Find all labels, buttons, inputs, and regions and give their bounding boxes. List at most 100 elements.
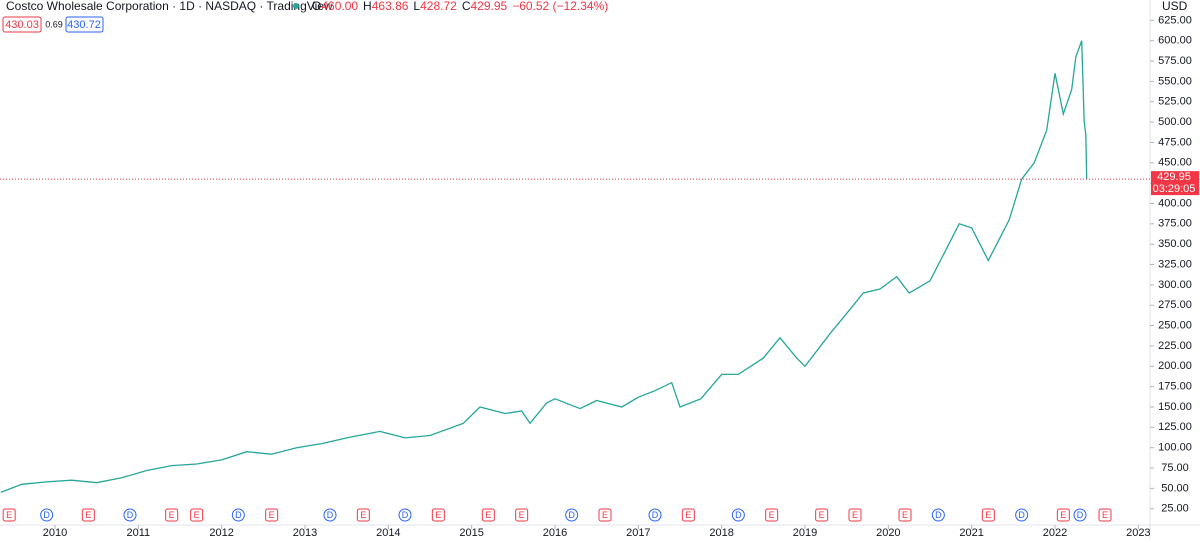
- ask[interactable]: 430.72: [67, 19, 101, 31]
- countdown: 03:29:05: [1153, 183, 1196, 195]
- event-label: E: [985, 510, 991, 520]
- x-tick-label: 2022: [1043, 527, 1067, 538]
- x-tick-label: 2023: [1126, 527, 1150, 538]
- x-tick-label: 2021: [959, 527, 983, 538]
- y-tick-label: 475.00: [1158, 136, 1192, 148]
- chart-title: Costco Wholesale Corporation · 1D · NASD…: [6, 0, 333, 13]
- y-tick-label: 150.00: [1158, 401, 1192, 413]
- ohlc-key: C: [462, 0, 471, 13]
- event-label: E: [602, 510, 608, 520]
- x-tick-label: 2011: [127, 527, 151, 538]
- y-tick-label: 350.00: [1158, 238, 1192, 250]
- y-tick-label: 375.00: [1158, 218, 1192, 230]
- x-tick-label: 2016: [543, 527, 567, 538]
- y-tick-label: 400.00: [1158, 197, 1192, 209]
- event-marker: [515, 508, 529, 522]
- event-marker: [265, 508, 279, 522]
- y-tick-label: 75.00: [1161, 462, 1189, 474]
- y-tick-label: 525.00: [1158, 96, 1192, 108]
- y-tick-label: 275.00: [1158, 299, 1192, 311]
- ohlc-value: 460.00: [321, 0, 358, 13]
- event-marker: [731, 508, 745, 522]
- y-tick-label: 175.00: [1158, 381, 1192, 393]
- y-tick-label: 600.00: [1158, 35, 1192, 47]
- event-marker: [190, 508, 204, 522]
- event-marker: [398, 508, 412, 522]
- event-label: D: [127, 510, 134, 520]
- event-marker: [598, 508, 612, 522]
- event-label: E: [902, 510, 908, 520]
- y-tick-label: 300.00: [1158, 279, 1192, 291]
- bid-box[interactable]: [2, 16, 42, 33]
- event-label: D: [1018, 510, 1025, 520]
- y-tick-label: 450.00: [1158, 157, 1192, 169]
- ohlc-key: L: [413, 0, 420, 13]
- event-label: E: [685, 510, 691, 520]
- status-dot: [293, 3, 299, 9]
- event-label: E: [6, 510, 12, 520]
- event-label: D: [652, 510, 659, 520]
- event-marker: [681, 508, 695, 522]
- event-label: E: [269, 510, 275, 520]
- currency[interactable]: USD: [1162, 0, 1188, 13]
- event-marker: [231, 508, 245, 522]
- event-label: E: [769, 510, 775, 520]
- event-marker: [1098, 508, 1112, 522]
- change: −60.52 (−12.34%): [512, 0, 608, 13]
- event-label: E: [1060, 510, 1066, 520]
- y-tick-label: 225.00: [1158, 340, 1192, 352]
- event-label: D: [735, 510, 742, 520]
- y-tick-label: 625.00: [1158, 14, 1192, 26]
- event-marker: [815, 508, 829, 522]
- x-tick-label: 2020: [876, 527, 900, 538]
- y-tick-label: 575.00: [1158, 55, 1192, 67]
- last-price-label: 429.95: [1157, 171, 1191, 183]
- event-marker: [481, 508, 495, 522]
- event-marker: [431, 508, 445, 522]
- ohlc-value: 463.86: [372, 0, 409, 13]
- x-tick-label: 2015: [459, 527, 483, 538]
- event-marker: [1073, 508, 1087, 522]
- y-tick-label: 125.00: [1158, 421, 1192, 433]
- event-label: E: [819, 510, 825, 520]
- event-label: D: [568, 510, 575, 520]
- event-label: E: [1102, 510, 1108, 520]
- y-tick-label: 100.00: [1158, 442, 1192, 454]
- ohlc-key: O: [312, 0, 321, 13]
- x-tick-label: 2019: [793, 527, 817, 538]
- x-tick-label: 2014: [376, 527, 400, 538]
- event-label: E: [360, 510, 366, 520]
- event-label: E: [85, 510, 91, 520]
- y-tick-label: 325.00: [1158, 258, 1192, 270]
- x-tick-label: 2018: [709, 527, 733, 538]
- event-marker: [848, 508, 862, 522]
- event-marker: [1056, 508, 1070, 522]
- event-marker: [898, 508, 912, 522]
- event-marker: [40, 508, 54, 522]
- price-line: [0, 40, 1088, 494]
- spread: 0.69: [45, 19, 63, 29]
- event-marker: [981, 508, 995, 522]
- event-label: E: [194, 510, 200, 520]
- ask-box[interactable]: [65, 16, 104, 33]
- y-tick-label: 250.00: [1158, 319, 1192, 331]
- event-marker: [1015, 508, 1029, 522]
- y-tick-label: 50.00: [1161, 482, 1189, 494]
- event-marker: [165, 508, 179, 522]
- event-label: D: [935, 510, 942, 520]
- event-marker: [765, 508, 779, 522]
- event-label: E: [519, 510, 525, 520]
- event-marker: [123, 508, 137, 522]
- event-label: E: [852, 510, 858, 520]
- ohlc-key: H: [363, 0, 372, 13]
- bid[interactable]: 430.03: [5, 19, 39, 31]
- last-price-tag: [1151, 171, 1199, 196]
- x-tick-label: 2017: [626, 527, 650, 538]
- event-marker: [2, 508, 16, 522]
- event-marker: [648, 508, 662, 522]
- x-tick-label: 2013: [293, 527, 317, 538]
- event-label: E: [485, 510, 491, 520]
- event-marker: [81, 508, 95, 522]
- y-tick-label: 25.00: [1161, 503, 1189, 515]
- event-marker: [356, 508, 370, 522]
